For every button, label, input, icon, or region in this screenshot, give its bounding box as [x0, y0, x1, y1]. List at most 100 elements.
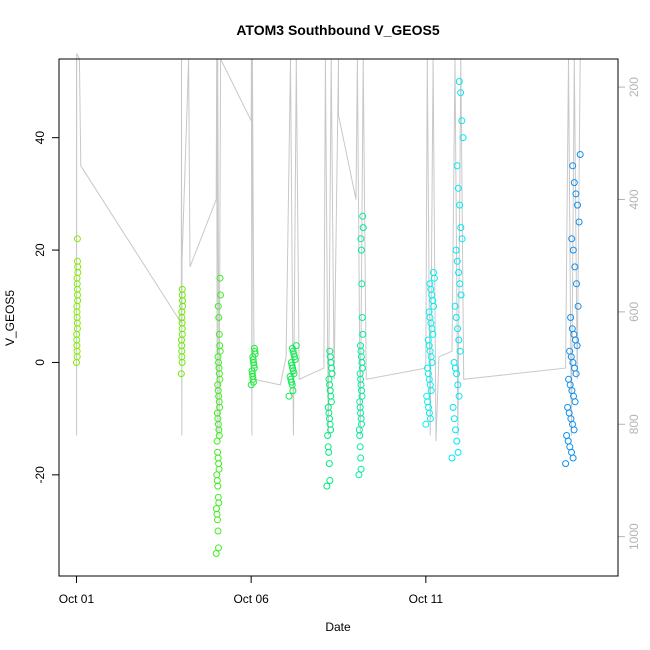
- data-point: [569, 162, 577, 170]
- data-point: [574, 302, 582, 310]
- data-point: [454, 325, 462, 333]
- data-point: [357, 415, 365, 423]
- data-point: [324, 443, 332, 451]
- data-point: [456, 280, 464, 288]
- data-point: [73, 285, 81, 293]
- y-right-tick-label: 200: [627, 77, 641, 97]
- data-point: [216, 342, 224, 350]
- data-point: [213, 437, 221, 445]
- data-point: [212, 550, 220, 557]
- data-point: [563, 432, 571, 439]
- y-axis-label: V_GEOS5: [3, 290, 17, 346]
- data-point: [455, 392, 463, 400]
- data-point: [572, 190, 580, 198]
- data-point: [213, 505, 220, 513]
- data-point: [451, 302, 459, 310]
- data-point: [568, 448, 575, 456]
- data-point: [325, 448, 333, 456]
- data-point: [178, 285, 186, 293]
- data-point: [458, 117, 466, 125]
- data-point: [359, 330, 367, 338]
- data-point: [356, 432, 364, 439]
- data-point: [562, 460, 570, 468]
- data-point: [357, 246, 365, 254]
- data-point: [427, 387, 435, 395]
- data-point: [74, 269, 82, 276]
- data-point: [359, 224, 367, 232]
- data-point: [572, 370, 580, 378]
- data-point: [285, 392, 293, 400]
- data-point: [569, 454, 577, 462]
- data-point: [452, 314, 460, 321]
- data-point: [453, 437, 461, 445]
- data-point: [568, 235, 576, 243]
- data-point: [448, 454, 456, 462]
- data-points-layer: [73, 78, 584, 557]
- data-point: [566, 443, 574, 451]
- data-point: [177, 370, 185, 378]
- y-right-tick-label: 1000: [627, 523, 641, 550]
- data-point: [216, 347, 224, 355]
- data-point: [216, 375, 224, 383]
- data-point: [217, 291, 224, 299]
- data-point: [457, 89, 465, 97]
- data-point: [566, 381, 574, 389]
- x-tick-label: Oct 01: [59, 592, 95, 606]
- plot-frame: [58, 58, 619, 577]
- data-point: [250, 344, 258, 352]
- data-point: [213, 471, 221, 479]
- data-point: [570, 426, 578, 434]
- data-point: [426, 347, 434, 355]
- pressure-trace-line: [76, 53, 581, 442]
- data-point: [359, 212, 367, 220]
- x-tick-label: Oct 11: [409, 592, 444, 606]
- data-point: [457, 224, 465, 232]
- data-point: [215, 460, 223, 468]
- data-point: [73, 325, 81, 333]
- data-point: [457, 291, 465, 299]
- data-point: [214, 493, 222, 501]
- data-point: [450, 415, 458, 423]
- data-point: [426, 314, 434, 321]
- series-5: [285, 342, 300, 400]
- y-right-tick-label: 400: [627, 189, 641, 209]
- data-point: [326, 353, 334, 361]
- data-point: [215, 499, 223, 507]
- data-point: [453, 162, 461, 170]
- data-point: [74, 291, 81, 299]
- data-point: [215, 544, 222, 552]
- data-point: [358, 387, 365, 395]
- data-point: [74, 263, 82, 271]
- data-point: [214, 420, 222, 428]
- series-3: [212, 274, 224, 557]
- data-point: [74, 297, 82, 305]
- data-point: [456, 347, 464, 355]
- data-point: [324, 432, 332, 439]
- chart-title: ATOM3 Southbound V_GEOS5: [236, 22, 439, 38]
- data-point: [289, 347, 297, 355]
- data-point: [251, 347, 259, 355]
- data-point: [326, 477, 334, 484]
- data-point: [455, 336, 463, 344]
- data-point: [288, 361, 296, 369]
- data-point: [430, 269, 437, 276]
- data-point: [459, 134, 467, 142]
- data-point: [455, 269, 463, 276]
- data-point: [214, 516, 221, 524]
- data-point: [326, 347, 334, 355]
- data-point: [214, 448, 222, 456]
- data-point: [576, 151, 584, 158]
- y-tick-label: 20: [33, 243, 47, 257]
- data-point: [426, 280, 434, 288]
- data-point: [73, 353, 81, 361]
- data-point: [358, 420, 365, 428]
- data-point: [214, 387, 222, 395]
- series-9: [448, 78, 467, 462]
- data-point: [573, 280, 580, 288]
- data-point: [73, 280, 81, 288]
- data-point: [214, 415, 222, 423]
- data-point: [287, 375, 295, 383]
- data-point: [292, 342, 300, 350]
- data-point: [569, 420, 576, 428]
